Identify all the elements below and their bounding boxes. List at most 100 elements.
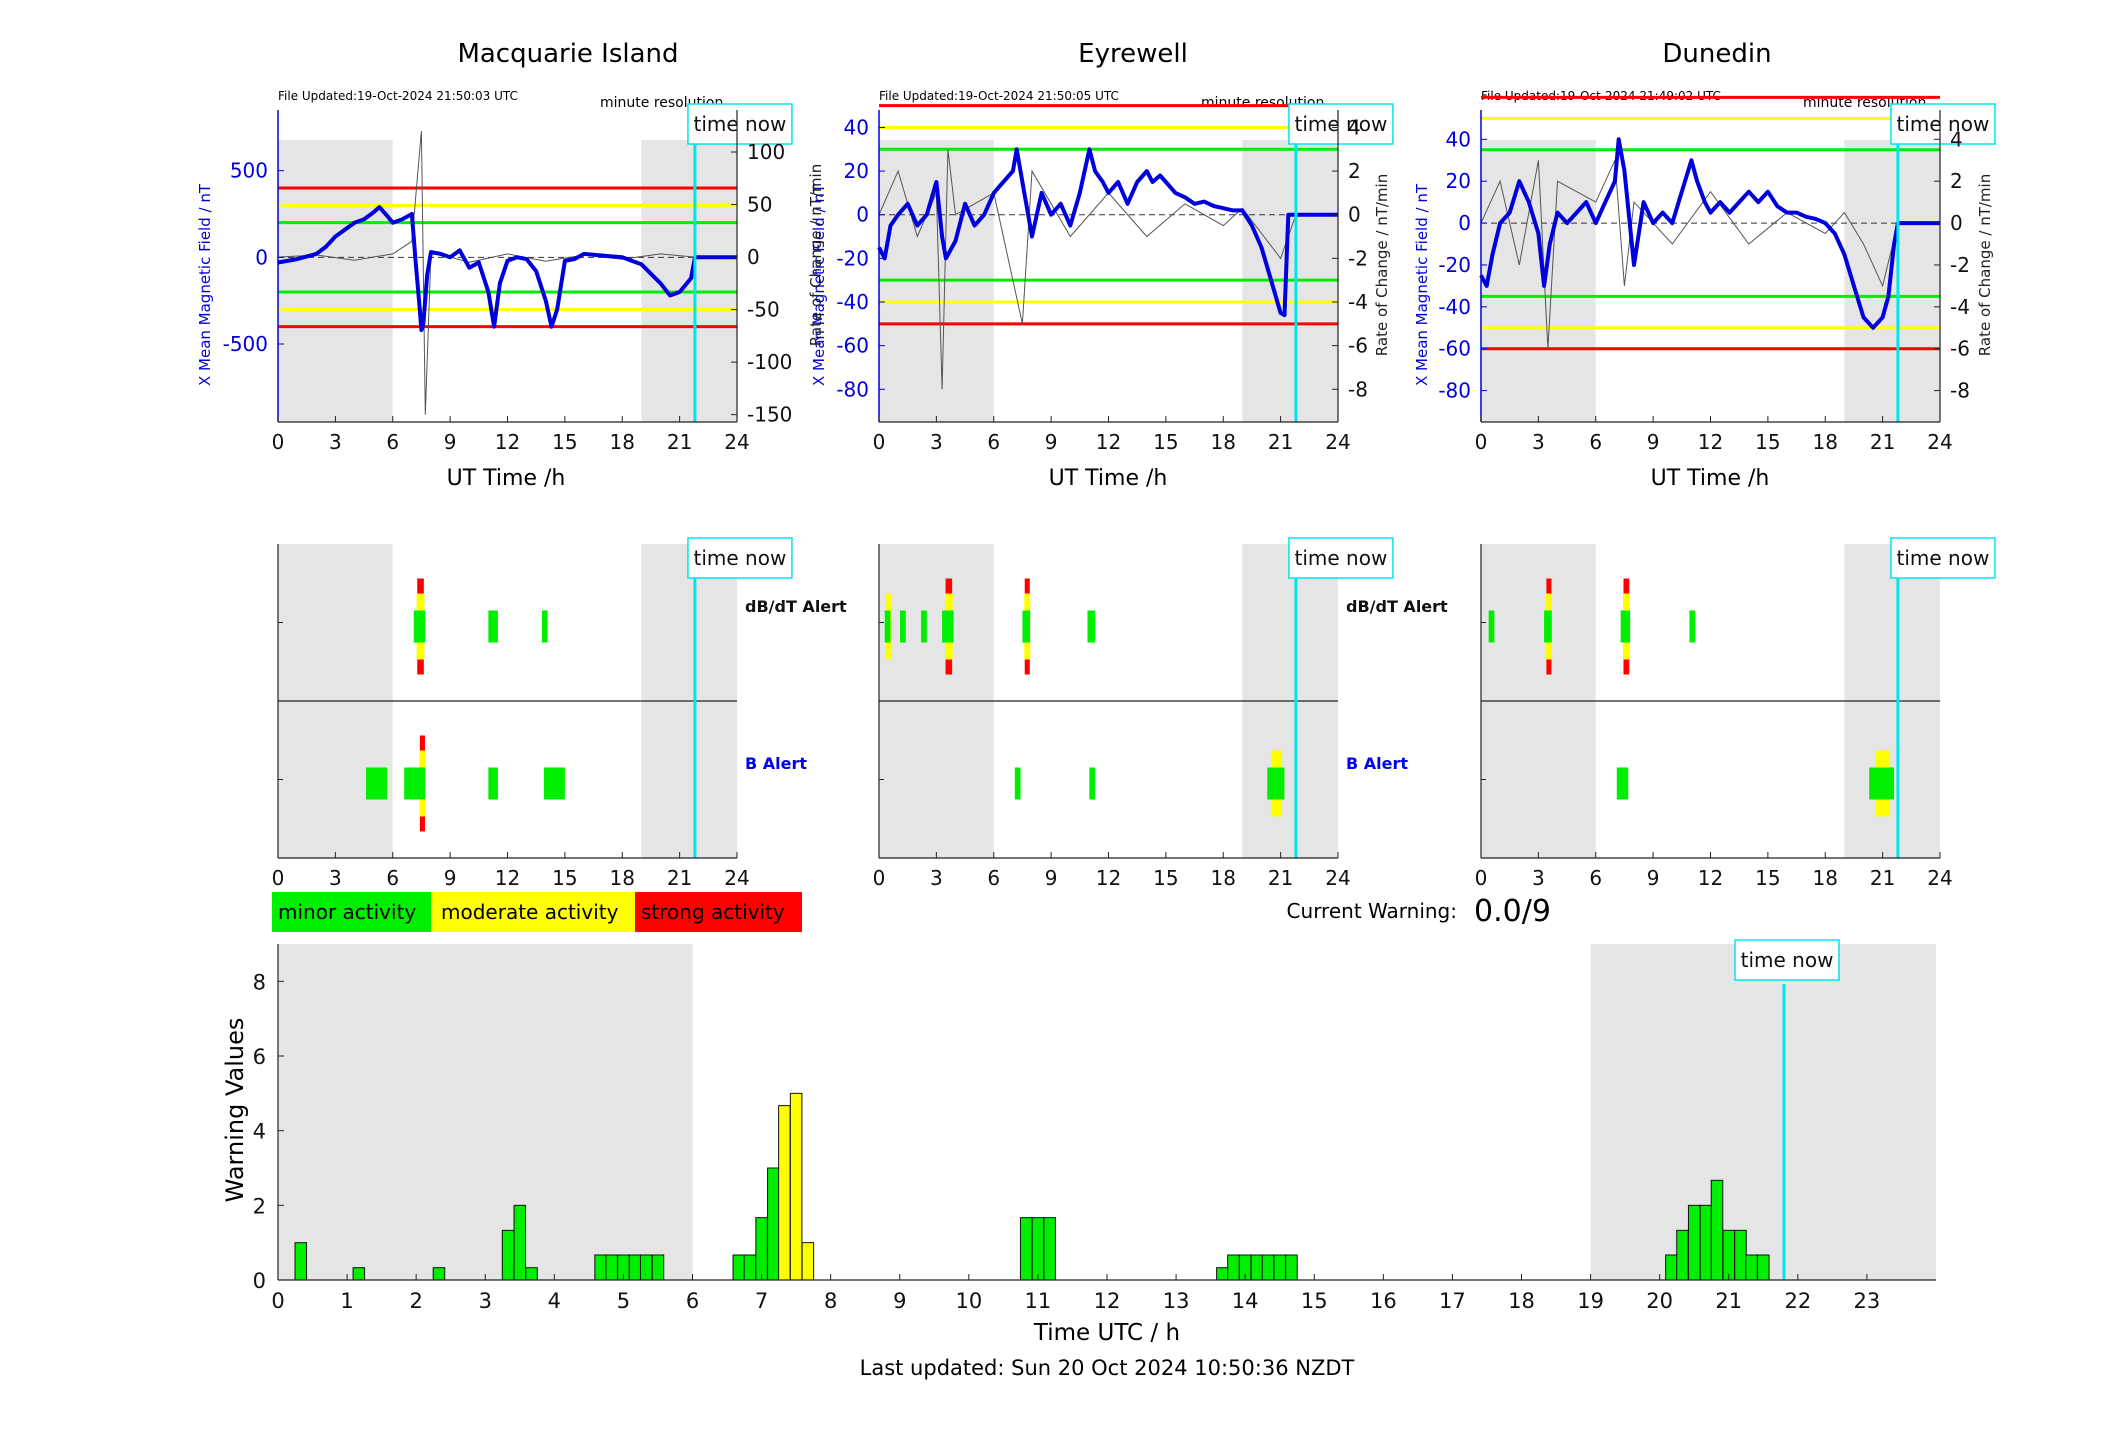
warning-bar-0 bbox=[294, 1242, 308, 1281]
alert-panel-2-db-minor-3 bbox=[1689, 610, 1696, 643]
warning-bar-20 bbox=[1031, 1217, 1045, 1281]
warning-x-tick-label-21: 21 bbox=[1715, 1289, 1742, 1313]
warning-bar-30 bbox=[1676, 1229, 1689, 1281]
station-2-left-tick-label-5: -60 bbox=[1438, 337, 1471, 361]
warning-bar-9 bbox=[628, 1254, 642, 1281]
station-1-x-tick-label-5: 15 bbox=[1153, 430, 1178, 454]
station-0-right-tick-label-3: -50 bbox=[747, 298, 780, 322]
warning-x-tick-label-11: 11 bbox=[1025, 1289, 1052, 1313]
station-2-field-series bbox=[1479, 137, 1940, 330]
alert-panel-1-db-minor-0 bbox=[884, 610, 891, 643]
station-2-right-tick-label-4: -4 bbox=[1950, 295, 1970, 319]
legend-strong: strong activity bbox=[635, 892, 802, 932]
station-1-right-tick-label-6: -8 bbox=[1348, 377, 1368, 401]
warning-time-now-label: time now bbox=[1741, 948, 1834, 972]
warning-x-tick-label-12: 12 bbox=[1094, 1289, 1121, 1313]
warning-x-tick-label-10: 10 bbox=[955, 1289, 982, 1313]
warning-x-tick-label-0: 0 bbox=[271, 1289, 284, 1313]
warning-x-tick-label-8: 8 bbox=[824, 1289, 837, 1313]
alert-panel-2-x-tick-label-2: 6 bbox=[1589, 866, 1602, 890]
station-1-x-tick-label-8: 24 bbox=[1325, 430, 1350, 454]
warning-bar-22 bbox=[1216, 1267, 1229, 1281]
station-0-x-tick-label-0: 0 bbox=[272, 430, 285, 454]
station-2-left-tick-label-3: -20 bbox=[1438, 253, 1471, 277]
station-0-right-tick-label-4: -100 bbox=[747, 350, 792, 374]
alert-panel-0-x-tick-label-2: 6 bbox=[386, 866, 399, 890]
alert-panel-0-x-tick-label-6: 18 bbox=[610, 866, 635, 890]
station-2-right-tick-label-3: -2 bbox=[1950, 253, 1970, 277]
alert-panel-1-db-minor-5 bbox=[1087, 610, 1096, 643]
warning-x-tick-label-7: 7 bbox=[755, 1289, 768, 1313]
warning-y-tick-label-3: 6 bbox=[253, 1045, 266, 1069]
alert-panel-1-b-minor-0 bbox=[1014, 767, 1021, 800]
warning-y-tick-label-0: 0 bbox=[253, 1269, 266, 1293]
warning-x-tick-label-9: 9 bbox=[893, 1289, 906, 1313]
station-1-time-now-box bbox=[1288, 103, 1394, 145]
warning-night-shade-1 bbox=[1590, 944, 1936, 1280]
warning-time-now-box bbox=[1734, 939, 1840, 981]
warning-bar-7 bbox=[605, 1254, 618, 1281]
warning-bar-17 bbox=[789, 1092, 803, 1281]
alert-panel-0-db-minor-0 bbox=[413, 610, 426, 643]
station-2-time-now-box bbox=[1890, 103, 1996, 145]
station-1-x-tick-label-0: 0 bbox=[873, 430, 886, 454]
station-1-left-tick-label-5: -60 bbox=[836, 334, 869, 358]
alert-panel-0-b-minor-3 bbox=[488, 767, 498, 800]
alert-panel-0-x-tick-label-4: 12 bbox=[495, 866, 520, 890]
alert-panel-1-b-minor-2 bbox=[1267, 767, 1285, 800]
warning-bar-26 bbox=[1261, 1254, 1275, 1281]
alert-panel-1-time-now-label: time now bbox=[1295, 546, 1388, 570]
alert-panel-1-time-now-box bbox=[1288, 537, 1394, 579]
station-2-right-tick-label-6: -8 bbox=[1950, 379, 1970, 403]
station-2-right-tick-label-5: -6 bbox=[1950, 337, 1970, 361]
warning-bar-23 bbox=[1227, 1254, 1240, 1281]
station-0-time-now-box bbox=[687, 103, 793, 145]
station-2-right-tick-label-1: 2 bbox=[1950, 169, 1963, 193]
station-0-time-now-label: time now bbox=[694, 112, 787, 136]
station-0-x-tick-label-2: 6 bbox=[386, 430, 399, 454]
station-2-x-tick-label-4: 12 bbox=[1698, 430, 1723, 454]
alert-panel-1-b-minor-1 bbox=[1089, 767, 1096, 800]
alert-panel-2-b-minor-1 bbox=[1869, 767, 1895, 800]
warning-bar-11 bbox=[651, 1254, 665, 1281]
alert-panel-2-x-tick-label-6: 18 bbox=[1813, 866, 1838, 890]
alert-panel-1-x-tick-label-3: 9 bbox=[1045, 866, 1058, 890]
station-2-x-tick-label-5: 15 bbox=[1755, 430, 1780, 454]
warning-x-tick-label-15: 15 bbox=[1301, 1289, 1328, 1313]
station-1-x-tick-label-6: 18 bbox=[1211, 430, 1236, 454]
warning-bar-25 bbox=[1250, 1254, 1264, 1281]
station-0-x-tick-label-3: 9 bbox=[444, 430, 457, 454]
warning-bar-18 bbox=[801, 1242, 815, 1281]
warning-x-tick-label-4: 4 bbox=[548, 1289, 561, 1313]
station-1-x-tick-label-4: 12 bbox=[1096, 430, 1121, 454]
station-2-right-tick-label-0: 4 bbox=[1950, 127, 1963, 151]
warning-bar-34 bbox=[1722, 1229, 1736, 1281]
station-1-right-tick-label-5: -6 bbox=[1348, 334, 1368, 358]
station-0-x-tick-label-1: 3 bbox=[329, 430, 342, 454]
alert-panel-1-db-minor-4 bbox=[1022, 610, 1031, 643]
warning-x-tick-label-22: 22 bbox=[1784, 1289, 1811, 1313]
warning-bar-10 bbox=[639, 1254, 653, 1281]
station-2-left-tick-label-2: 0 bbox=[1458, 211, 1471, 235]
alert-panel-2-db-minor-2 bbox=[1620, 610, 1631, 643]
warning-x-tick-label-14: 14 bbox=[1232, 1289, 1259, 1313]
warning-x-tick-label-2: 2 bbox=[409, 1289, 422, 1313]
warning-y-tick-label-1: 2 bbox=[253, 1194, 266, 1218]
warning-x-tick-label-17: 17 bbox=[1439, 1289, 1466, 1313]
alert-panel-0-db-minor-1 bbox=[488, 610, 498, 643]
alert-panel-2-time-now-label: time now bbox=[1897, 546, 1990, 570]
station-1-left-tick-label-3: -20 bbox=[836, 246, 869, 270]
alert-panel-0-time-now-label: time now bbox=[694, 546, 787, 570]
warning-y-tick-label-2: 4 bbox=[253, 1120, 266, 1144]
station-0-x-tick-label-5: 15 bbox=[552, 430, 577, 454]
station-1-right-tick-label-2: 0 bbox=[1348, 203, 1361, 227]
station-2-x-tick-label-8: 24 bbox=[1927, 430, 1952, 454]
warning-bar-5 bbox=[525, 1267, 538, 1281]
warning-x-tick-label-6: 6 bbox=[686, 1289, 699, 1313]
warning-bar-13 bbox=[743, 1254, 757, 1281]
station-1-right-tick-label-3: -2 bbox=[1348, 246, 1368, 270]
station-1-x-tick-label-7: 21 bbox=[1268, 430, 1293, 454]
alert-panel-1-x-tick-label-4: 12 bbox=[1096, 866, 1121, 890]
alert-panel-2-db-minor-1 bbox=[1544, 610, 1552, 643]
station-0-right-tick-label-2: 0 bbox=[747, 245, 760, 269]
